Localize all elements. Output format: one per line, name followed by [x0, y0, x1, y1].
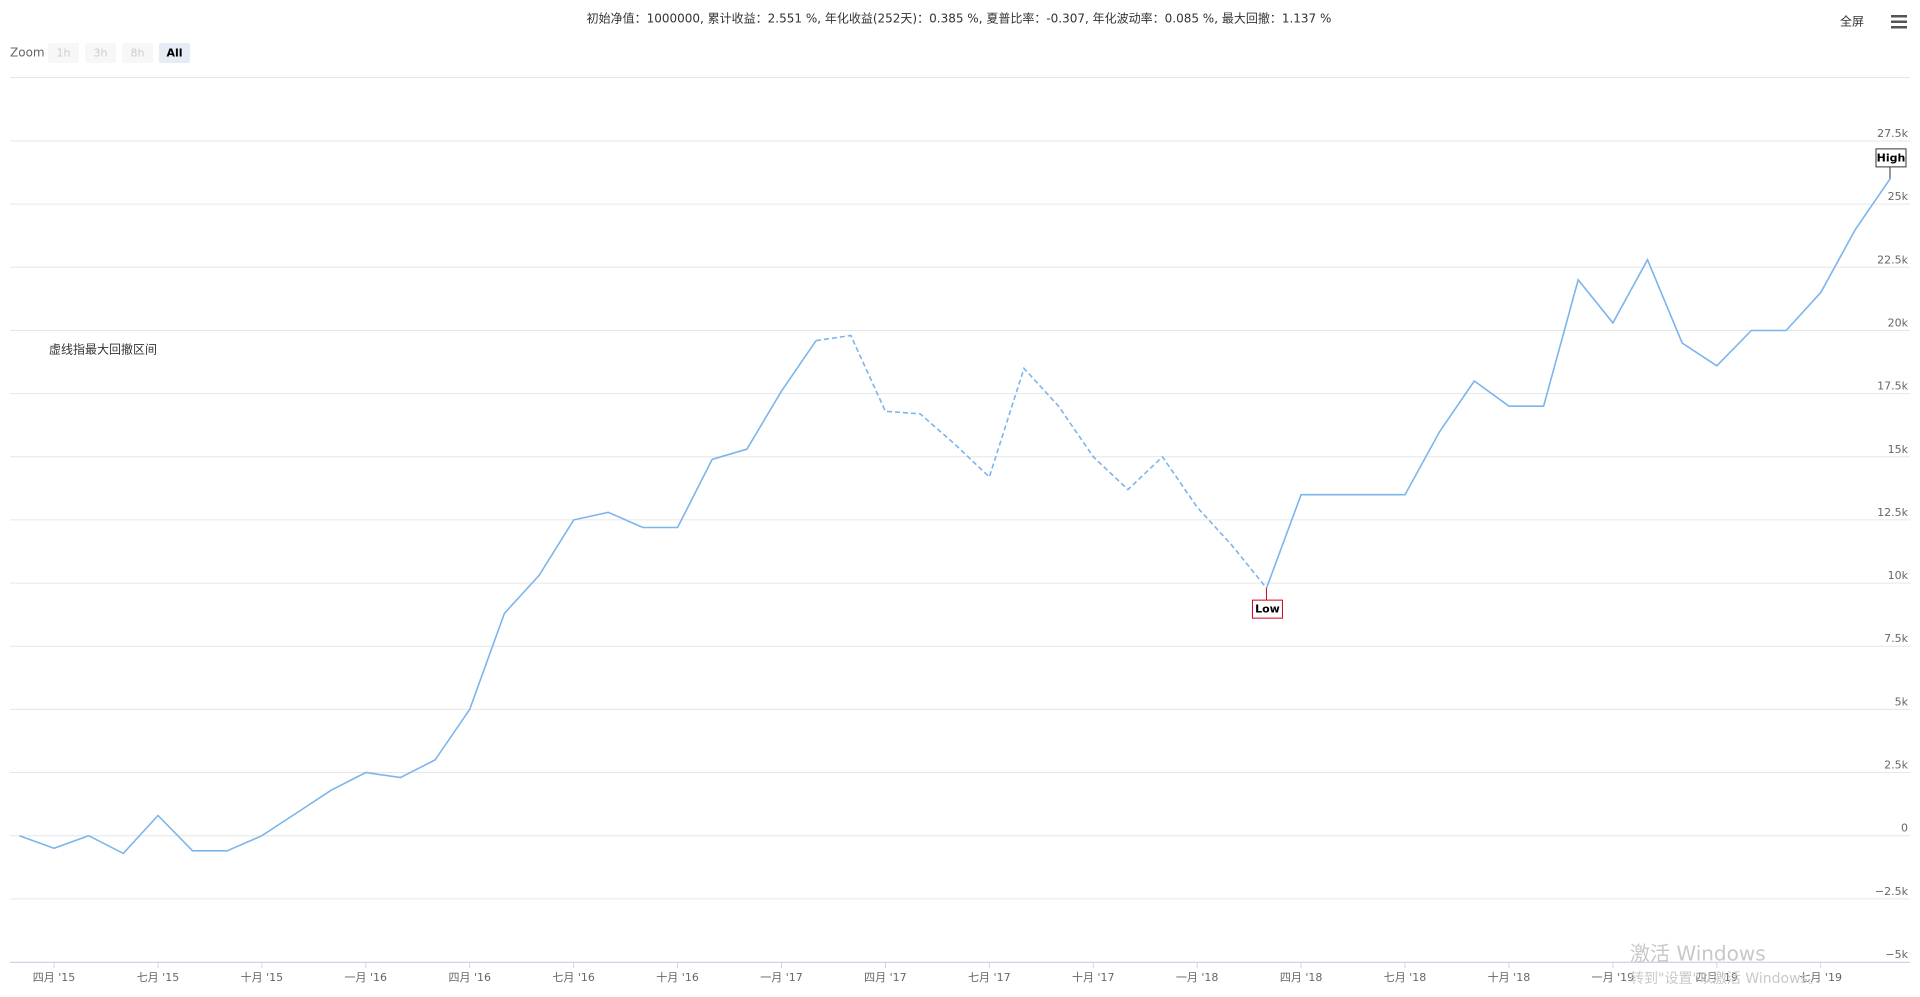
- zoom-button-bg: [122, 43, 153, 63]
- y-tick-label: 12.5k: [1877, 506, 1908, 519]
- x-tick-label: 一月 '19: [1592, 971, 1635, 984]
- note: 虚线指最大回撤区间: [49, 342, 157, 357]
- zoom-button-bg: [48, 43, 79, 63]
- y-tick-label: 2.5k: [1884, 759, 1908, 772]
- y-tick-label: 20k: [1888, 316, 1909, 329]
- y-tick-label: 0: [1901, 822, 1908, 835]
- x-tick-label: 十月 '18: [1488, 970, 1531, 984]
- x-tick-label: 十月 '17: [1072, 970, 1115, 984]
- y-tick-label: 7.5k: [1884, 632, 1908, 645]
- y-tick-label: 5k: [1895, 695, 1909, 708]
- y-tick-label: 22.5k: [1877, 253, 1908, 266]
- zoom-button[interactable]: All: [159, 43, 190, 63]
- y-tick-label: 15k: [1888, 443, 1909, 456]
- menu-bar: [1891, 26, 1907, 29]
- zoom-button[interactable]: 1h: [48, 43, 79, 63]
- y-tick-label: 25k: [1888, 190, 1909, 203]
- flag-box: [1251, 599, 1283, 619]
- menu-icon[interactable]: [1891, 15, 1907, 29]
- x-tick-label: 十月 '15: [241, 970, 284, 984]
- x-tick-label: 四月 '17: [864, 971, 907, 984]
- zoom-button[interactable]: 8h: [122, 43, 153, 63]
- x-tick-label: 一月 '16: [345, 971, 388, 984]
- y-tick-label: 10k: [1888, 569, 1909, 582]
- y-tick-label: 17.5k: [1877, 380, 1908, 393]
- zoom-button[interactable]: 3h: [85, 43, 116, 63]
- flag-label: Low: [1255, 603, 1280, 616]
- x-tick-label: 四月 '16: [448, 971, 491, 984]
- menu-bar: [1891, 20, 1907, 23]
- zoom-button-label: 1h: [57, 47, 71, 60]
- watermark: 激活 Windows: [1630, 942, 1766, 966]
- menu-bar: [1891, 15, 1907, 18]
- x-tick-label: 七月 '15: [137, 971, 180, 984]
- watermark: 转到"设置"以激活 Windows。: [1630, 970, 1822, 987]
- y-tick-label: −5k: [1885, 948, 1908, 961]
- zoom-button-label: All: [166, 47, 182, 60]
- x-tick-label: 四月 '18: [1280, 971, 1323, 984]
- series-line: [19, 178, 1891, 855]
- x-tick-label: 七月 '19: [1799, 971, 1842, 984]
- x-tick-label: 十月 '16: [656, 970, 699, 984]
- flag-label: High: [1877, 151, 1906, 164]
- x-tick-label: 七月 '18: [1384, 971, 1427, 984]
- x-tick-label: 七月 '16: [552, 971, 595, 984]
- x-tick-label: 四月 '19: [1696, 971, 1739, 984]
- x-tick-label: 四月 '15: [33, 971, 76, 984]
- zoom-button-label: 3h: [94, 47, 108, 60]
- y-tick-label: 27.5k: [1877, 127, 1908, 140]
- flag-box: [1875, 148, 1907, 168]
- zoom-button-bg: [85, 43, 116, 63]
- x-tick-label: 一月 '17: [760, 971, 803, 984]
- zoom-label: Zoom: [10, 46, 45, 60]
- y-tick-label: −2.5k: [1875, 885, 1909, 898]
- chart-title: 初始净值：1000000, 累计收益：2.551 %, 年化收益(252天)：0…: [587, 11, 1332, 26]
- fullscreen-button[interactable]: 全屏: [1840, 14, 1864, 29]
- x-tick-label: 七月 '17: [968, 971, 1011, 984]
- zoom-button-bg: [159, 43, 190, 63]
- x-tick-label: 一月 '18: [1176, 971, 1219, 984]
- zoom-button-label: 8h: [131, 47, 145, 60]
- series-line: [815, 334, 1268, 589]
